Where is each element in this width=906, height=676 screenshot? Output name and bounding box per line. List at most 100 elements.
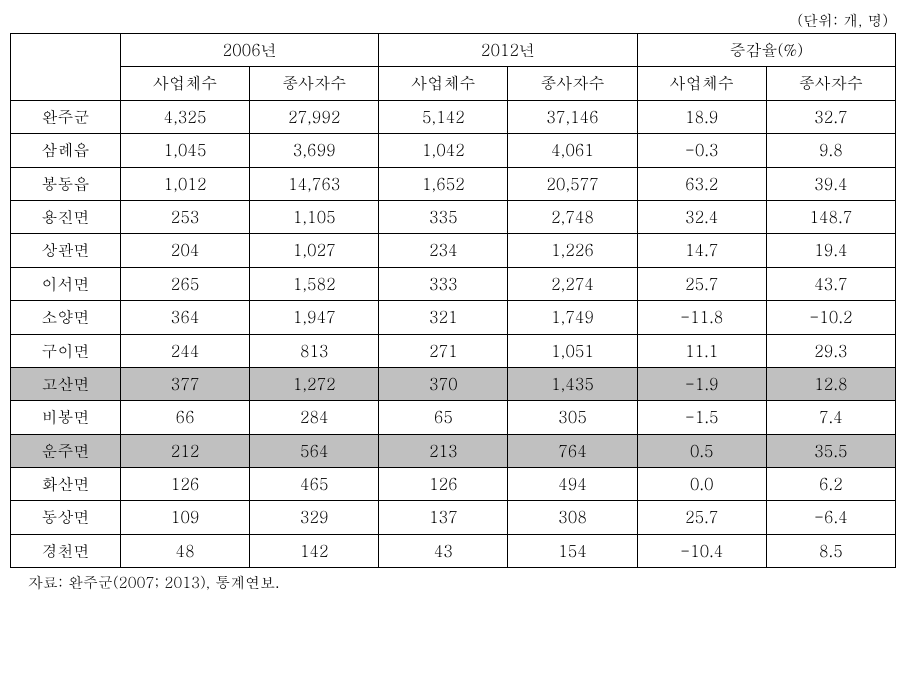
cell-rate-emp: 6.2 — [766, 468, 895, 501]
row-label: 이서면 — [11, 267, 121, 300]
cell-2012-emp: 764 — [508, 434, 637, 467]
table-row: 구이면2448132711,05111.129.3 — [11, 334, 896, 367]
row-label: 소양면 — [11, 301, 121, 334]
cell-2012-biz: 234 — [379, 234, 508, 267]
cell-rate-biz: 0.5 — [637, 434, 766, 467]
cell-rate-emp: 7.4 — [766, 401, 895, 434]
cell-2006-emp: 813 — [250, 334, 379, 367]
header-blank — [11, 34, 121, 101]
row-label: 완주군 — [11, 100, 121, 133]
cell-2006-emp: 27,992 — [250, 100, 379, 133]
cell-2012-biz: 43 — [379, 534, 508, 567]
cell-2006-emp: 465 — [250, 468, 379, 501]
unit-note: (단위: 개, 명) — [10, 10, 896, 31]
cell-rate-emp: 148.7 — [766, 200, 895, 233]
row-label: 비봉면 — [11, 401, 121, 434]
row-label: 경천면 — [11, 534, 121, 567]
cell-2006-biz: 364 — [121, 301, 250, 334]
cell-2006-emp: 329 — [250, 501, 379, 534]
cell-2012-biz: 370 — [379, 367, 508, 400]
cell-2012-biz: 321 — [379, 301, 508, 334]
table-row: 삼례읍1,0453,6991,0424,061-0.39.8 — [11, 134, 896, 167]
table-row: 소양면3641,9473211,749-11.8-10.2 — [11, 301, 896, 334]
cell-2012-emp: 1,435 — [508, 367, 637, 400]
cell-rate-biz: -11.8 — [637, 301, 766, 334]
cell-2012-emp: 154 — [508, 534, 637, 567]
cell-2006-biz: 265 — [121, 267, 250, 300]
cell-2006-biz: 66 — [121, 401, 250, 434]
cell-2006-biz: 109 — [121, 501, 250, 534]
cell-2012-biz: 271 — [379, 334, 508, 367]
cell-2006-biz: 212 — [121, 434, 250, 467]
header-row-2: 사업체수 종사자수 사업체수 종사자수 사업체수 종사자수 — [11, 67, 896, 100]
sub-rate-biz: 사업체수 — [637, 67, 766, 100]
cell-2012-emp: 37,146 — [508, 100, 637, 133]
cell-rate-emp: 8.5 — [766, 534, 895, 567]
table-row: 운주면2125642137640.535.5 — [11, 434, 896, 467]
cell-2012-emp: 308 — [508, 501, 637, 534]
cell-rate-biz: -10.4 — [637, 534, 766, 567]
header-2006: 2006년 — [121, 34, 379, 67]
cell-2006-biz: 1,012 — [121, 167, 250, 200]
cell-2012-biz: 1,652 — [379, 167, 508, 200]
sub-2012-biz: 사업체수 — [379, 67, 508, 100]
cell-rate-biz: -1.5 — [637, 401, 766, 434]
cell-2012-emp: 494 — [508, 468, 637, 501]
cell-2006-emp: 14,763 — [250, 167, 379, 200]
cell-2006-biz: 48 — [121, 534, 250, 567]
cell-rate-emp: 32.7 — [766, 100, 895, 133]
table-row: 화산면1264651264940.06.2 — [11, 468, 896, 501]
cell-rate-biz: 14.7 — [637, 234, 766, 267]
row-label: 봉동읍 — [11, 167, 121, 200]
cell-rate-emp: -6.4 — [766, 501, 895, 534]
cell-rate-biz: 18.9 — [637, 100, 766, 133]
cell-2012-biz: 335 — [379, 200, 508, 233]
header-row-1: 2006년 2012년 증감율(%) — [11, 34, 896, 67]
row-label: 삼례읍 — [11, 134, 121, 167]
cell-rate-emp: 43.7 — [766, 267, 895, 300]
cell-2012-emp: 1,226 — [508, 234, 637, 267]
table-row: 용진면2531,1053352,74832.4148.7 — [11, 200, 896, 233]
header-rate: 증감율(%) — [637, 34, 895, 67]
table-row: 봉동읍1,01214,7631,65220,57763.239.4 — [11, 167, 896, 200]
cell-2006-biz: 126 — [121, 468, 250, 501]
cell-rate-biz: 0.0 — [637, 468, 766, 501]
table-row: 고산면3771,2723701,435-1.912.8 — [11, 367, 896, 400]
table-row: 완주군4,32527,9925,14237,14618.932.7 — [11, 100, 896, 133]
source-note: 자료: 완주군(2007; 2013), 통계연보. — [10, 572, 896, 593]
cell-2006-biz: 244 — [121, 334, 250, 367]
cell-2012-emp: 4,061 — [508, 134, 637, 167]
cell-2006-emp: 284 — [250, 401, 379, 434]
row-label: 동상면 — [11, 501, 121, 534]
cell-2012-emp: 2,274 — [508, 267, 637, 300]
cell-2006-emp: 1,947 — [250, 301, 379, 334]
row-label: 구이면 — [11, 334, 121, 367]
sub-rate-emp: 종사자수 — [766, 67, 895, 100]
cell-2012-biz: 137 — [379, 501, 508, 534]
table-body: 완주군4,32527,9925,14237,14618.932.7삼례읍1,04… — [11, 100, 896, 567]
cell-2012-biz: 1,042 — [379, 134, 508, 167]
cell-2006-emp: 1,272 — [250, 367, 379, 400]
cell-2012-emp: 20,577 — [508, 167, 637, 200]
table-row: 이서면2651,5823332,27425.743.7 — [11, 267, 896, 300]
cell-rate-emp: 29.3 — [766, 334, 895, 367]
row-label: 고산면 — [11, 367, 121, 400]
row-label: 화산면 — [11, 468, 121, 501]
row-label: 용진면 — [11, 200, 121, 233]
cell-2006-emp: 1,105 — [250, 200, 379, 233]
cell-rate-emp: -10.2 — [766, 301, 895, 334]
cell-2012-emp: 2,748 — [508, 200, 637, 233]
row-label: 운주면 — [11, 434, 121, 467]
cell-2012-biz: 126 — [379, 468, 508, 501]
cell-2006-emp: 564 — [250, 434, 379, 467]
cell-rate-biz: -1.9 — [637, 367, 766, 400]
cell-rate-biz: -0.3 — [637, 134, 766, 167]
cell-rate-biz: 32.4 — [637, 200, 766, 233]
header-2012: 2012년 — [379, 34, 637, 67]
cell-2006-biz: 253 — [121, 200, 250, 233]
cell-rate-emp: 9.8 — [766, 134, 895, 167]
row-label: 상관면 — [11, 234, 121, 267]
cell-2006-biz: 377 — [121, 367, 250, 400]
sub-2006-biz: 사업체수 — [121, 67, 250, 100]
table-row: 상관면2041,0272341,22614.719.4 — [11, 234, 896, 267]
